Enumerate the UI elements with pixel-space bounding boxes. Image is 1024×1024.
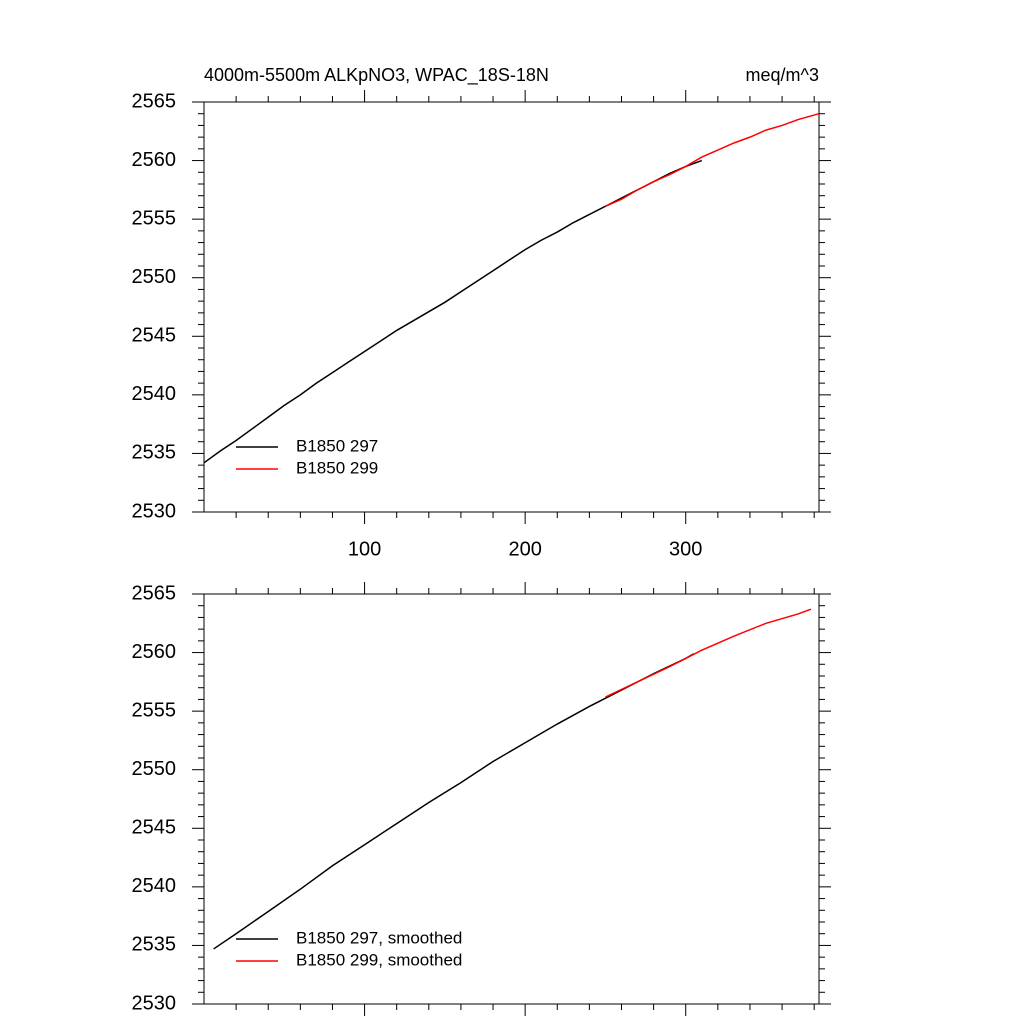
y-tick-label: 2555 <box>132 699 177 721</box>
plot-frame <box>203 101 820 513</box>
data-line <box>213 653 695 950</box>
y-tick-label: 2545 <box>132 817 177 839</box>
y-tick-label: 2550 <box>132 266 177 288</box>
x-tick-label: 200 <box>508 538 541 560</box>
chart-title: 4000m-5500m ALKpNO3, WPAC_18S-18N <box>204 65 549 86</box>
x-tick-label: 300 <box>669 538 702 560</box>
data-line <box>203 159 703 464</box>
data-line <box>605 112 820 207</box>
plot-frame <box>203 593 820 1005</box>
legend-label: B1850 299 <box>296 458 378 477</box>
data-line <box>605 608 812 698</box>
y-tick-label: 2540 <box>132 875 177 897</box>
legend-label: B1850 297 <box>296 436 378 455</box>
x-tick-label: 100 <box>348 538 381 560</box>
legend-label: B1850 299, smoothed <box>296 950 462 969</box>
y-tick-label: 2560 <box>132 641 177 663</box>
legend-label: B1850 297, smoothed <box>296 928 462 947</box>
y-tick-label: 2565 <box>132 90 177 112</box>
y-tick-label: 2550 <box>132 758 177 780</box>
y-tick-label: 2530 <box>132 500 177 522</box>
y-tick-label: 2530 <box>132 992 177 1014</box>
y-tick-label: 2555 <box>132 207 177 229</box>
y-tick-label: 2560 <box>132 149 177 171</box>
y-tick-label: 2545 <box>132 325 177 347</box>
y-tick-label: 2540 <box>132 383 177 405</box>
units-label: meq/m^3 <box>746 65 819 85</box>
y-tick-label: 2535 <box>132 934 177 956</box>
y-tick-label: 2565 <box>132 582 177 604</box>
y-tick-label: 2535 <box>132 442 177 464</box>
